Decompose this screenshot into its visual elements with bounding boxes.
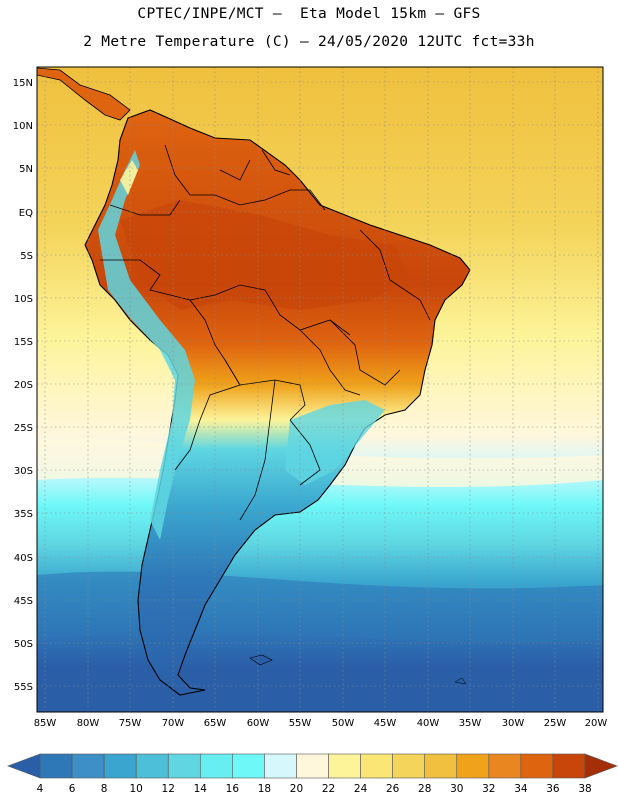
lat-label: 5N — [19, 164, 33, 175]
colorbar-cell — [135, 753, 169, 779]
colorbar-cell — [232, 753, 265, 779]
lon-label: 50W — [332, 718, 355, 729]
colorbar-tick-label: 38 — [578, 783, 591, 795]
lat-label: EQ — [19, 208, 33, 219]
lon-label: 65W — [204, 718, 227, 729]
falkland-islands — [249, 654, 273, 666]
colorbar-arrow-high — [584, 753, 618, 779]
colorbar-tick-label: 8 — [101, 783, 108, 795]
lon-label: 35W — [459, 718, 482, 729]
colorbar-cell — [167, 753, 201, 779]
colorbar-tick-label: 6 — [69, 783, 76, 795]
colorbar: 4 6 8 10 12 14 16 18 20 22 24 26 28 30 32 34 36 38 — [7, 753, 618, 795]
lat-label: 5S — [20, 251, 33, 262]
colorbar-tick-label: 34 — [514, 783, 528, 795]
country-borders — [100, 144, 431, 521]
colorbar-tick-label: 24 — [354, 783, 368, 795]
lat-label: 10N — [13, 121, 33, 132]
colorbar-tick-label: 28 — [418, 783, 431, 795]
lon-label: 80W — [77, 718, 100, 729]
lat-label: 35S — [14, 509, 33, 520]
colorbar-cell — [424, 753, 458, 779]
map-frame — [36, 66, 604, 713]
colorbar-cell — [199, 753, 233, 779]
lat-label: 20S — [14, 380, 33, 391]
lon-label: 40W — [417, 718, 440, 729]
lat-label: 25S — [14, 423, 33, 434]
chart-title-line-2: 2 Metre Temperature (C) – 24/05/2020 12U… — [83, 34, 535, 50]
colorbar-tick-label: 18 — [258, 783, 271, 795]
colorbar-cell — [488, 753, 522, 779]
lat-label: 55S — [14, 682, 33, 693]
lat-label: 30S — [14, 466, 33, 477]
colorbar-cell — [264, 753, 297, 779]
colorbar-cell — [103, 753, 137, 779]
colorbar-tick-label: 26 — [386, 783, 400, 795]
central-america-landmass — [37, 67, 131, 121]
lon-label: 60W — [247, 718, 270, 729]
lon-label: 20W — [585, 718, 608, 729]
colorbar-tick-label: 32 — [482, 783, 495, 795]
lat-label: 50S — [14, 639, 33, 650]
colorbar-cell — [552, 753, 586, 779]
colorbar-cell — [360, 753, 393, 779]
colorbar-tick-label: 10 — [129, 783, 142, 795]
colorbar-tick-label: 16 — [226, 783, 240, 795]
colorbar-cell — [39, 753, 73, 779]
lon-label: 75W — [119, 718, 142, 729]
lat-label: 40S — [14, 553, 33, 564]
colorbar-cell — [296, 753, 329, 779]
colorbar-tick-label: 12 — [162, 783, 175, 795]
lat-label: 10S — [14, 294, 33, 305]
colorbar-tick-label: 22 — [322, 783, 335, 795]
lon-label: 30W — [502, 718, 525, 729]
chart-title-line-1: CPTEC/INPE/MCT – Eta Model 15km – GFS — [137, 6, 481, 22]
andes-cool-zone — [98, 150, 195, 540]
lon-label: 85W — [34, 718, 57, 729]
colorbar-cell — [520, 753, 554, 779]
colorbar-cell — [71, 753, 105, 779]
colorbar-tick-label: 4 — [37, 783, 44, 795]
lat-label: 15N — [13, 78, 33, 89]
colorbar-arrow-low — [7, 753, 41, 779]
colorbar-cell — [328, 753, 361, 779]
lon-label: 45W — [374, 718, 397, 729]
lon-label: 55W — [289, 718, 312, 729]
colorbar-cell — [392, 753, 426, 779]
lat-label: 15S — [14, 337, 33, 348]
colorbar-tick-label: 14 — [194, 783, 208, 795]
colorbar-tick-label: 30 — [450, 783, 463, 795]
lat-label: 45S — [14, 596, 33, 607]
lon-label: 25W — [544, 718, 567, 729]
colorbar-tick-label: 20 — [290, 783, 303, 795]
colorbar-tick-label: 36 — [546, 783, 560, 795]
colorbar-cell — [456, 753, 490, 779]
lon-label: 70W — [162, 718, 185, 729]
